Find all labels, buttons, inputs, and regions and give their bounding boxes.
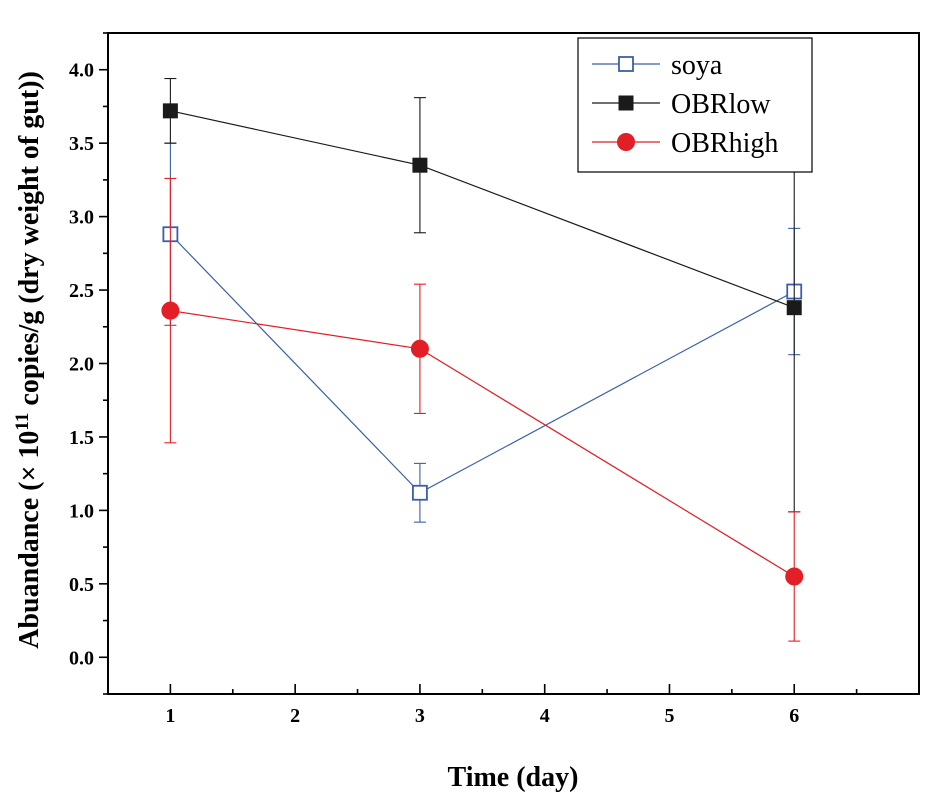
data-point-soya [412, 484, 428, 501]
y-tick-label: 4.0 [69, 60, 94, 82]
legend-box [577, 37, 813, 173]
y-tick-label: 3.0 [69, 207, 94, 229]
legend-marker-soya [618, 56, 634, 72]
data-point-OBRlow [162, 103, 178, 119]
data-point-OBRhigh [410, 339, 429, 358]
x-tick-label: 3 [415, 705, 425, 727]
data-point-OBRlow [412, 157, 428, 173]
x-tick-label: 2 [290, 705, 300, 727]
legend-marker-OBRlow [618, 95, 634, 111]
y-axis-title-suffix: copies/g (dry weight of gut)) [14, 71, 45, 412]
x-tick-label: 1 [165, 705, 175, 727]
legend-item-OBRhigh: OBRhigh [592, 128, 778, 159]
y-tick-label: 2.0 [69, 354, 94, 376]
series-OBRhigh [161, 177, 804, 642]
x-tick-label: 6 [789, 705, 799, 727]
legend-label-OBRhigh: OBRhigh [671, 128, 778, 159]
y-axis-title-superscript: 11 [12, 413, 33, 431]
x-tick-label: 4 [540, 705, 550, 727]
y-tick-label: 1.5 [69, 427, 94, 449]
y-tick-label: 0.0 [69, 647, 94, 669]
y-tick-label: 3.5 [69, 133, 94, 155]
legend-marker-OBRhigh [617, 133, 635, 151]
data-point-OBRlow [786, 300, 802, 316]
legend: soya OBRlow OBRhigh [577, 37, 813, 173]
y-tick-label: 0.5 [69, 574, 94, 596]
legend-item-soya: soya [592, 50, 723, 81]
legend-item-OBRlow: OBRlow [592, 89, 771, 120]
series-soya [162, 142, 803, 523]
y-axis-title: Abuandance (× 1011 copies/g (dry weight … [12, 71, 46, 649]
legend-items: soya OBRlow OBRhigh [592, 50, 778, 159]
ticks-layer: 1 2 3 4 5 6 0.0 0.5 1.0 1.5 2.0 2.5 3.0 3.5 4.0 [69, 32, 858, 727]
x-axis-title: Time (day) [448, 762, 579, 793]
data-point-OBRhigh [785, 567, 804, 586]
legend-label-soya: soya [671, 50, 723, 81]
y-tick-label: 2.5 [69, 280, 94, 302]
legend-label-OBRlow: OBRlow [671, 89, 771, 120]
series-line-soya [169, 233, 795, 494]
plot-area: 1 2 3 4 5 6 0.0 0.5 1.0 1.5 2.0 2.5 3.0 3.5 4.0 [69, 32, 920, 727]
y-axis-title-prefix: Abuandance (× 10 [14, 431, 45, 649]
y-tick-label: 1.0 [69, 500, 94, 522]
data-point-OBRhigh [161, 301, 180, 320]
series-line-OBRhigh [170, 310, 795, 578]
x-tick-label: 5 [664, 705, 674, 727]
